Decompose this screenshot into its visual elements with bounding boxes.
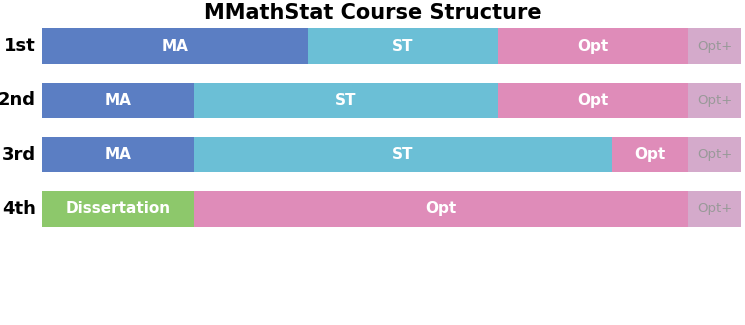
- Text: Opt: Opt: [577, 93, 609, 108]
- Text: 4th: 4th: [1, 200, 36, 218]
- Bar: [194, 137, 612, 172]
- Text: Opt: Opt: [577, 39, 609, 54]
- Text: Opt: Opt: [634, 147, 665, 162]
- Text: 3rd: 3rd: [1, 146, 36, 164]
- Text: MA: MA: [104, 93, 131, 108]
- Text: MA: MA: [162, 39, 188, 54]
- Bar: [498, 29, 688, 64]
- Bar: [688, 137, 741, 172]
- Bar: [688, 83, 741, 118]
- Bar: [308, 29, 498, 64]
- Text: Opt+: Opt+: [697, 94, 732, 107]
- Text: MA: MA: [104, 147, 131, 162]
- Bar: [42, 29, 308, 64]
- Bar: [42, 191, 194, 227]
- Bar: [688, 191, 741, 227]
- Bar: [42, 137, 194, 172]
- Text: Dissertation: Dissertation: [66, 202, 171, 216]
- Text: Opt+: Opt+: [697, 148, 732, 161]
- Text: ST: ST: [392, 147, 413, 162]
- Text: MA = Mathematics, ST = Statistics, EC = Economics, IB = Warwick Business School
: MA = Mathematics, ST = Statistics, EC = …: [53, 274, 692, 306]
- Text: Opt+: Opt+: [697, 40, 732, 53]
- Text: Opt+: Opt+: [697, 202, 732, 215]
- Bar: [194, 83, 498, 118]
- Text: 1st: 1st: [4, 37, 36, 55]
- Text: ST: ST: [392, 39, 413, 54]
- Bar: [42, 83, 194, 118]
- Text: ST: ST: [335, 93, 357, 108]
- Text: MMathStat Course Structure: MMathStat Course Structure: [203, 3, 542, 23]
- Text: 2nd: 2nd: [0, 91, 36, 110]
- Text: Opt: Opt: [425, 202, 457, 216]
- Bar: [612, 137, 688, 172]
- Bar: [194, 191, 688, 227]
- Bar: [688, 29, 741, 64]
- Bar: [498, 83, 688, 118]
